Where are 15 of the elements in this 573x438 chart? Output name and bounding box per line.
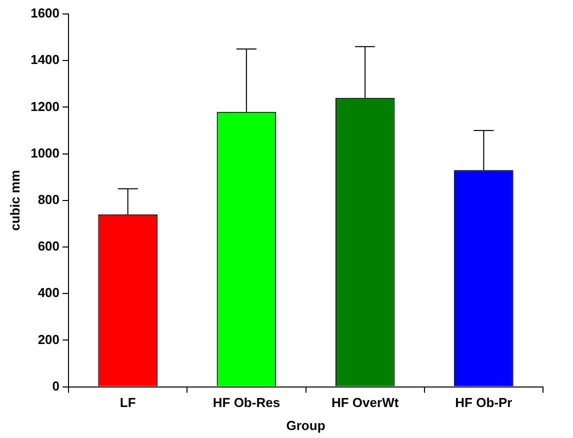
x-axis-title: Group bbox=[286, 418, 326, 433]
x-tick-label: LF bbox=[120, 395, 136, 410]
x-tick-label: HF OverWt bbox=[331, 395, 400, 410]
x-tick-label: HF Ob-Res bbox=[212, 395, 280, 410]
y-tick-label: 0 bbox=[52, 378, 60, 394]
y-tick-label: 400 bbox=[38, 285, 60, 300]
y-axis-title: cubic mm bbox=[7, 170, 22, 231]
y-tick-label: 1600 bbox=[30, 6, 60, 21]
y-tick-label: 800 bbox=[38, 192, 60, 207]
y-tick-label: 1200 bbox=[30, 98, 60, 114]
y-tick-label: 600 bbox=[38, 238, 60, 254]
y-tick-label: 1000 bbox=[30, 145, 60, 160]
y-tick-label: 200 bbox=[38, 332, 60, 347]
x-tick-label: HF Ob-Pr bbox=[455, 395, 512, 410]
y-tick-label: 1400 bbox=[30, 52, 60, 68]
